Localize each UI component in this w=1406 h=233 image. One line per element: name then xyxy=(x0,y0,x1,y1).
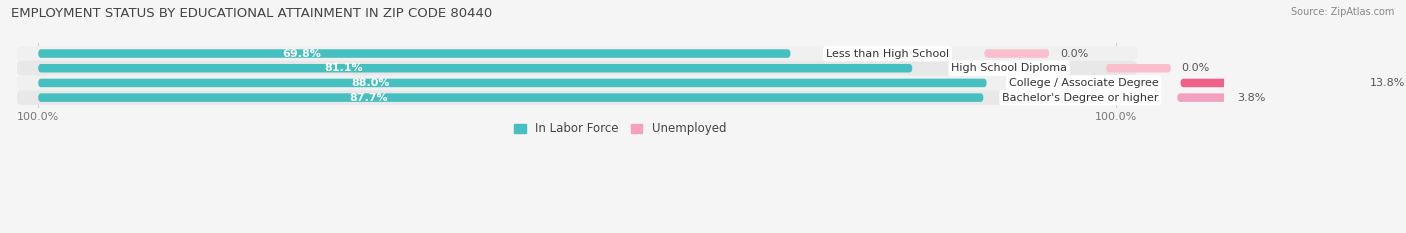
Text: 88.0%: 88.0% xyxy=(352,78,389,88)
Text: Less than High School: Less than High School xyxy=(825,48,949,58)
FancyBboxPatch shape xyxy=(1107,64,1171,72)
FancyBboxPatch shape xyxy=(17,46,1137,61)
FancyBboxPatch shape xyxy=(17,76,1137,90)
Text: 0.0%: 0.0% xyxy=(1181,63,1211,73)
Text: 69.8%: 69.8% xyxy=(283,48,321,58)
Text: 0.0%: 0.0% xyxy=(1060,48,1088,58)
Text: Bachelor's Degree or higher: Bachelor's Degree or higher xyxy=(1002,93,1159,103)
Legend: In Labor Force, Unemployed: In Labor Force, Unemployed xyxy=(509,118,731,140)
FancyBboxPatch shape xyxy=(17,90,1137,105)
Text: 13.8%: 13.8% xyxy=(1369,78,1405,88)
Text: 81.1%: 81.1% xyxy=(325,63,363,73)
Text: Source: ZipAtlas.com: Source: ZipAtlas.com xyxy=(1291,7,1395,17)
Text: College / Associate Degree: College / Associate Degree xyxy=(1008,78,1159,88)
Text: 3.8%: 3.8% xyxy=(1237,93,1265,103)
FancyBboxPatch shape xyxy=(38,79,987,87)
FancyBboxPatch shape xyxy=(38,93,983,102)
FancyBboxPatch shape xyxy=(984,49,1049,58)
FancyBboxPatch shape xyxy=(17,61,1137,75)
Text: 87.7%: 87.7% xyxy=(350,93,388,103)
FancyBboxPatch shape xyxy=(38,64,912,72)
Text: EMPLOYMENT STATUS BY EDUCATIONAL ATTAINMENT IN ZIP CODE 80440: EMPLOYMENT STATUS BY EDUCATIONAL ATTAINM… xyxy=(11,7,492,20)
FancyBboxPatch shape xyxy=(1181,79,1360,87)
FancyBboxPatch shape xyxy=(1177,93,1226,102)
Text: High School Diploma: High School Diploma xyxy=(952,63,1067,73)
FancyBboxPatch shape xyxy=(38,49,790,58)
